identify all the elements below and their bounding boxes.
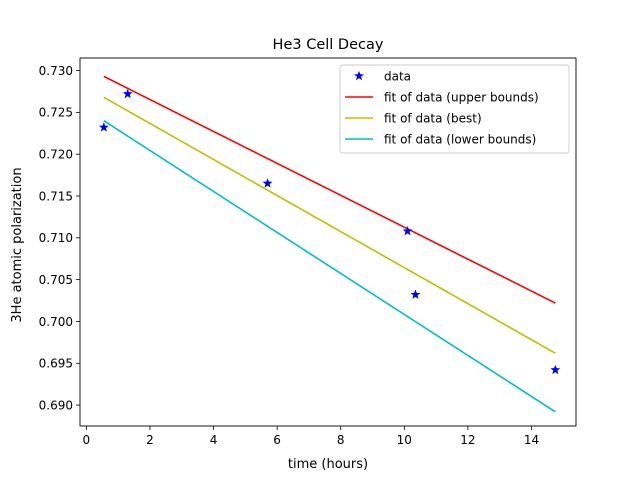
legend-marker — [353, 70, 365, 81]
x-tick-label: 12 — [460, 433, 475, 447]
legend-label: data — [384, 70, 411, 84]
legend-box — [339, 64, 570, 154]
series-layer — [98, 75, 561, 413]
data-point — [410, 289, 421, 300]
data-point — [122, 88, 133, 99]
series-line-fit-of-data-lower-bounds — [103, 120, 556, 413]
x-tick-label: 0 — [83, 433, 91, 447]
y-tick-label: 0.710 — [39, 231, 73, 245]
x-tick-label: 6 — [273, 433, 281, 447]
y-axis-label: 3He atomic polarization — [10, 167, 25, 322]
legend: data fit of data (upper bounds) fit of dat… — [339, 64, 570, 154]
data-point — [262, 178, 273, 188]
y-tick-label: 0.705 — [39, 273, 73, 287]
chart-title: He3 Cell Decay — [273, 37, 384, 53]
x-tick-label: 8 — [337, 433, 345, 447]
data-point — [98, 122, 109, 132]
data-point — [402, 225, 413, 236]
y-tick-label: 0.720 — [39, 147, 73, 161]
y-tick-label: 0.695 — [39, 357, 73, 371]
y-tick-label: 0.700 — [39, 315, 73, 329]
legend-label: fit of data (best) — [384, 112, 482, 126]
x-tick-label: 2 — [146, 433, 154, 447]
x-tick-label: 4 — [210, 433, 218, 447]
y-tick-label: 0.725 — [39, 106, 73, 120]
axes-frame — [79, 57, 577, 427]
legend-label: fit of data (lower bounds) — [384, 133, 536, 147]
data-point — [550, 364, 561, 375]
series-line-fit-of-data-best — [103, 96, 556, 354]
y-tick-label: 0.715 — [39, 189, 73, 203]
y-tick-label: 0.730 — [39, 64, 73, 78]
y-tick-label: 0.690 — [39, 398, 73, 412]
plot-area: 0 2 4 6 8 10 12 14 0.690 0.695 0.700 0.705 0.710 0.71… — [39, 57, 577, 447]
x-tick-label: 10 — [397, 433, 412, 447]
x-axis-label: time (hours) — [288, 457, 368, 472]
x-tick-label: 14 — [524, 433, 539, 447]
legend-label: fit of data (upper bounds) — [384, 91, 539, 105]
series-line-fit-of-data-upper-bounds — [103, 75, 556, 304]
